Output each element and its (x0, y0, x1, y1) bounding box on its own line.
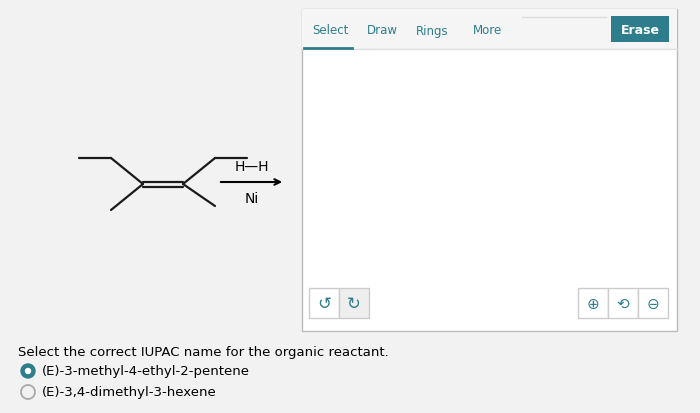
Text: Ni: Ni (244, 192, 258, 206)
Text: Erase: Erase (620, 24, 659, 36)
FancyBboxPatch shape (309, 288, 339, 318)
Text: Select: Select (312, 24, 348, 38)
Text: ↻: ↻ (347, 294, 361, 312)
Bar (302, 10, 677, 50)
Text: ⊖: ⊖ (647, 296, 659, 311)
Circle shape (21, 364, 35, 378)
FancyBboxPatch shape (611, 17, 669, 43)
Text: ⊕: ⊕ (587, 296, 599, 311)
Text: Rings: Rings (416, 24, 448, 38)
FancyBboxPatch shape (302, 10, 677, 331)
Text: ⟲: ⟲ (617, 296, 629, 311)
Text: Select the correct IUPAC name for the organic reactant.: Select the correct IUPAC name for the or… (18, 345, 388, 358)
Text: (E)-3,4-dimethyl-3-hexene: (E)-3,4-dimethyl-3-hexene (42, 386, 217, 399)
FancyBboxPatch shape (608, 288, 638, 318)
FancyBboxPatch shape (638, 288, 668, 318)
FancyBboxPatch shape (578, 288, 608, 318)
Text: H—H: H—H (234, 159, 269, 173)
Text: Draw: Draw (367, 24, 398, 38)
FancyBboxPatch shape (339, 288, 369, 318)
Text: ↺: ↺ (317, 294, 331, 312)
Text: (E)-3-methyl-4-ethyl-2-pentene: (E)-3-methyl-4-ethyl-2-pentene (42, 365, 250, 377)
Text: More: More (473, 24, 502, 38)
Circle shape (25, 369, 31, 374)
